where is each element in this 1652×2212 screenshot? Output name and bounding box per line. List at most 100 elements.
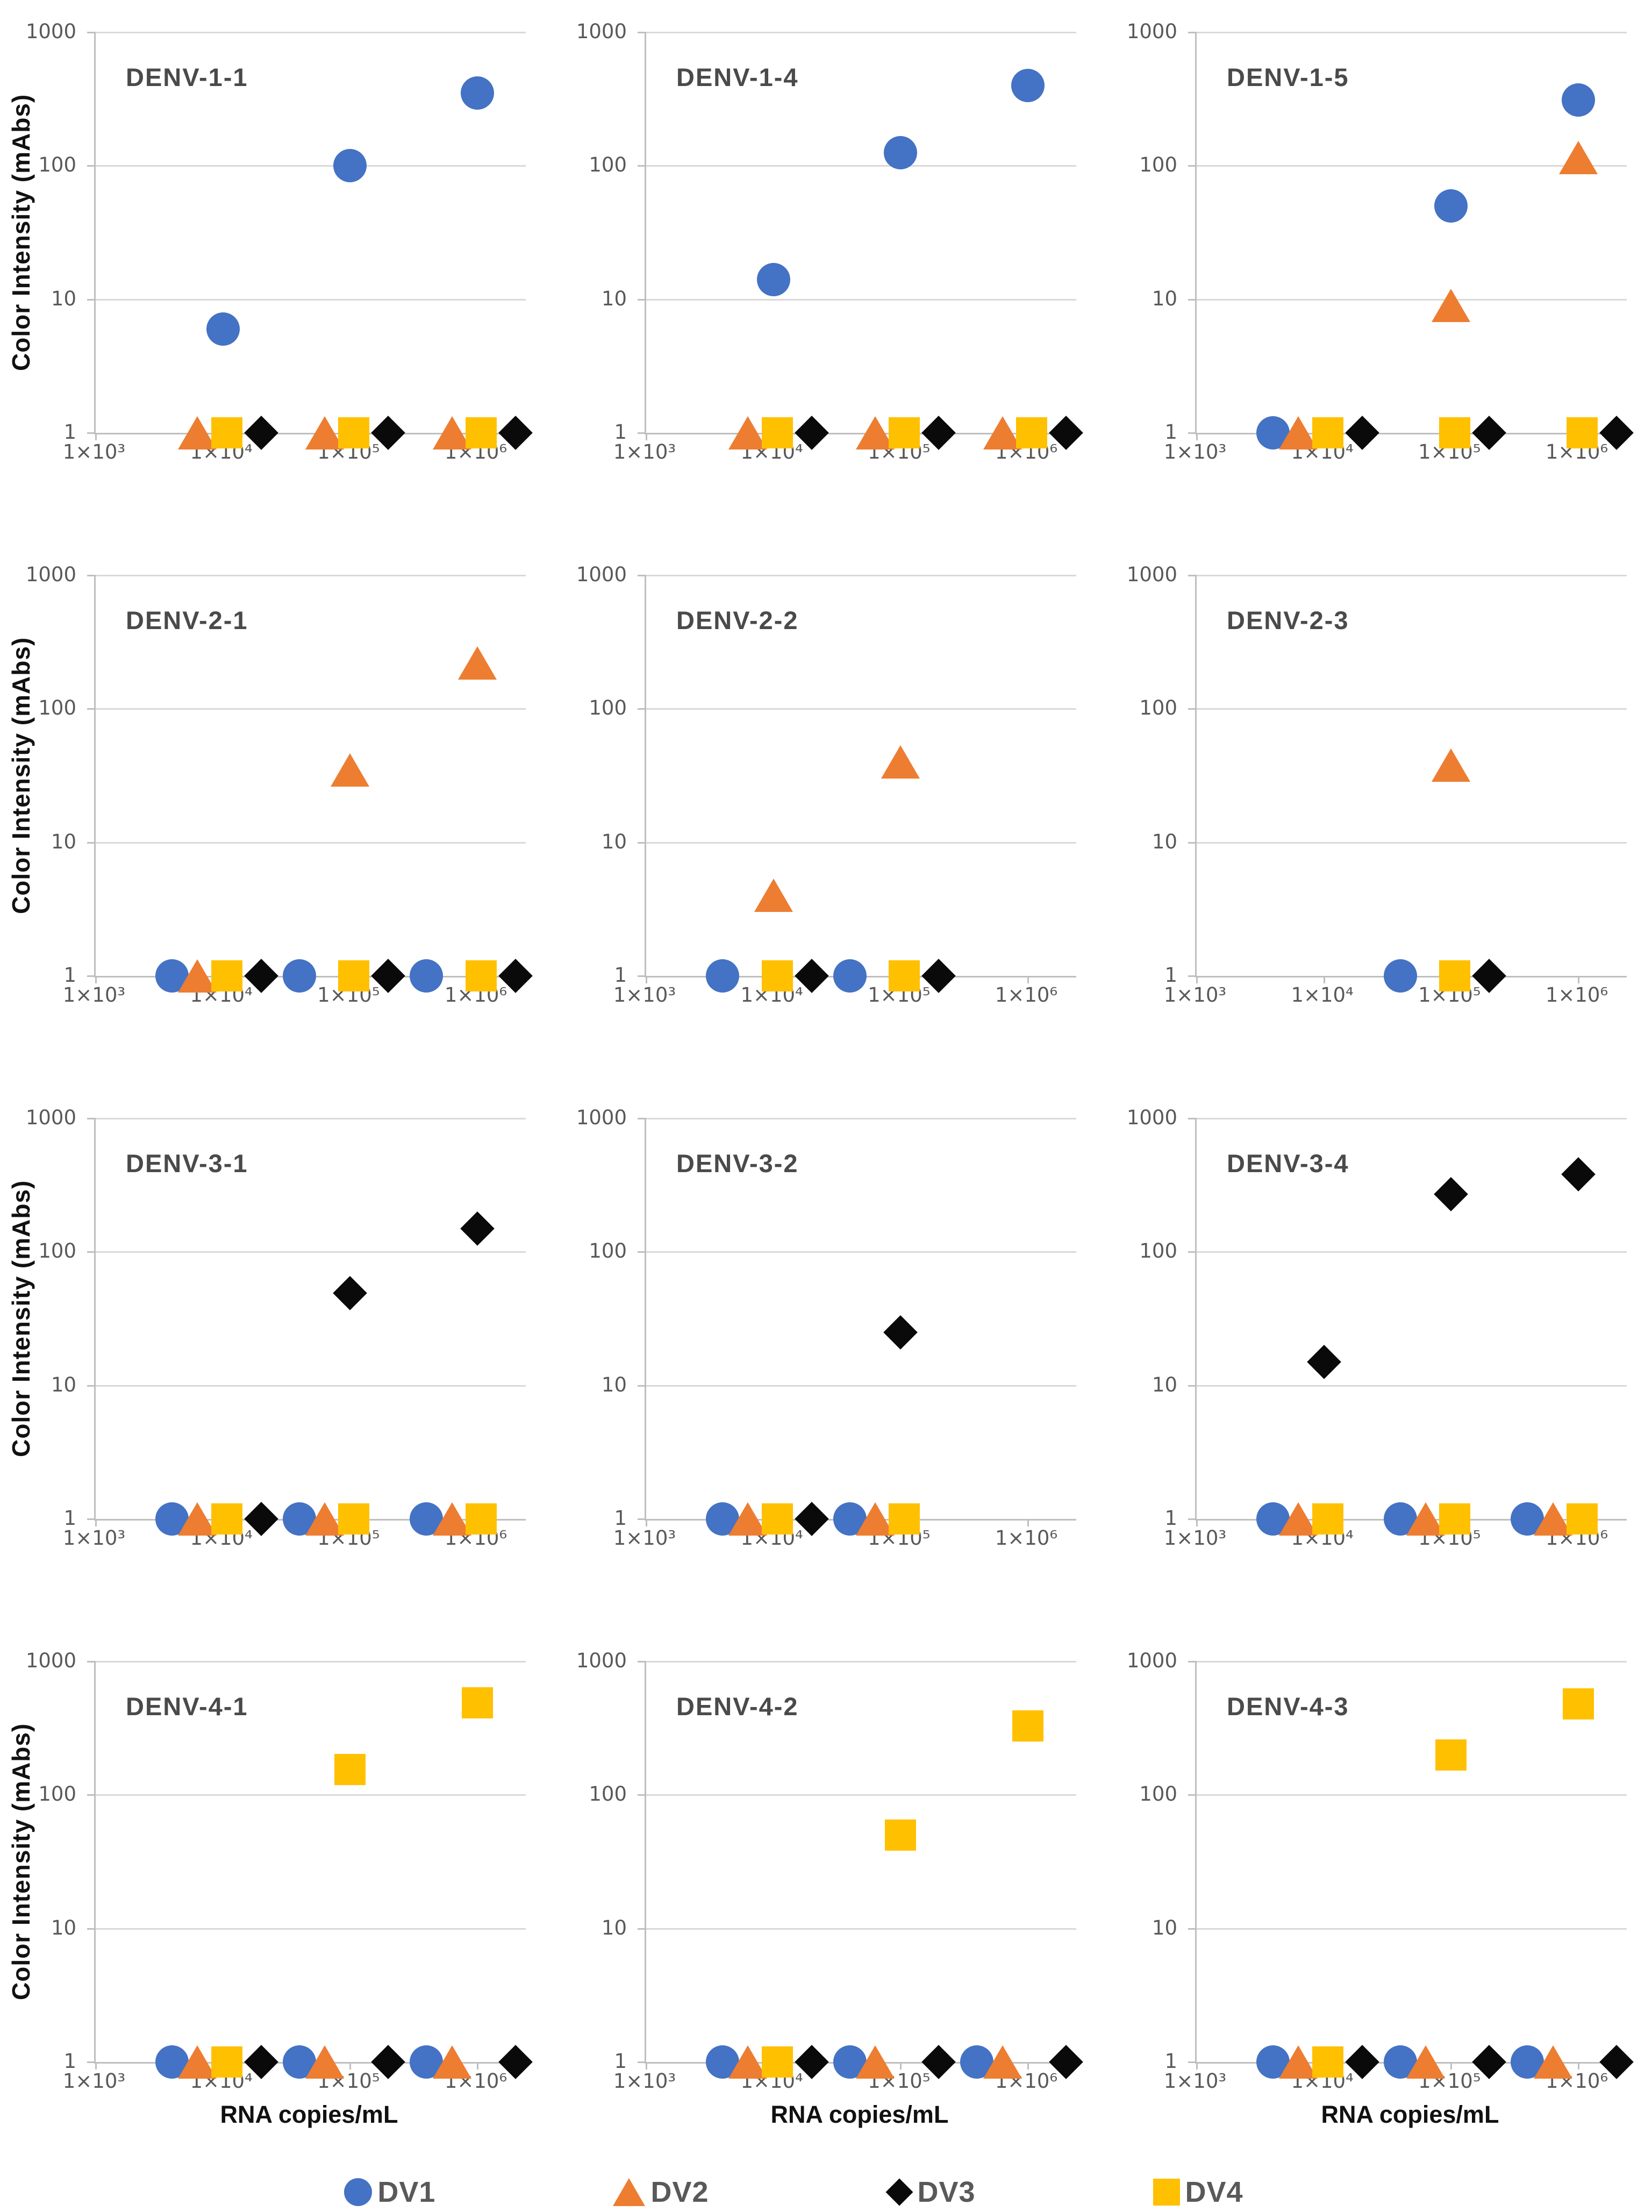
- y-tick-mark: [87, 165, 96, 167]
- gridline: [1197, 298, 1627, 301]
- y-tick-label: 1000: [1126, 20, 1177, 43]
- y-tick-label: 100: [38, 1782, 76, 1806]
- y-tick-mark: [87, 575, 96, 576]
- subplot-denv-3-2: 1000 100 10 1 DENV-3-2 1×10³ 1×10⁴ 1×10⁵ 1×10⁶: [550, 1086, 1101, 1629]
- marker-DV2-triangle: [728, 2045, 768, 2079]
- y-tick-label: 1000: [576, 1649, 627, 1672]
- plot-title: DENV-1-5: [1227, 62, 1349, 91]
- gridline: [96, 298, 526, 301]
- y-tick-mark: [638, 975, 646, 977]
- y-tick-label: 1000: [25, 1649, 76, 1672]
- y-tick-label: 1: [614, 420, 627, 444]
- y-tick-label: 1000: [25, 20, 76, 43]
- y-tick-mark: [1188, 575, 1197, 576]
- marker-DV4-square: [1563, 1688, 1594, 1720]
- y-tick-labels: 1000 100 10 1: [1101, 1649, 1185, 2073]
- marker-DV1-circle: [706, 959, 739, 993]
- y-tick-mark: [638, 1385, 646, 1387]
- gridline: [1197, 32, 1627, 33]
- x-tick-label: 1×10³: [1163, 983, 1227, 1007]
- gridline: [646, 1251, 1076, 1253]
- gridline: [1197, 841, 1627, 844]
- gridline: [646, 841, 1076, 844]
- gridline: [96, 1661, 526, 1662]
- x-tick-mark: [95, 976, 97, 983]
- gridline: [96, 1251, 526, 1253]
- marker-DV4-square: [338, 417, 370, 448]
- marker-DV2-triangle: [1279, 2045, 1318, 2079]
- y-tick-mark: [1188, 1251, 1197, 1253]
- x-tick-mark: [1578, 976, 1580, 983]
- marker-DV4-square: [462, 1687, 494, 1718]
- plot-box: DENV-2-2: [638, 575, 1076, 993]
- y-tick-labels: 1000 100 10 1: [0, 1649, 84, 2073]
- plot-box: DENV-4-2: [638, 1661, 1083, 2079]
- marker-DV3-diamond: [333, 1276, 368, 1311]
- y-tick-label: 10: [1152, 287, 1177, 310]
- y-tick-mark: [87, 1794, 96, 1796]
- marker-DV2-triangle: [983, 416, 1022, 449]
- marker-DV2-triangle: [754, 879, 793, 912]
- y-tick-label: 1: [1164, 2050, 1177, 2073]
- marker-DV2-triangle: [178, 1502, 217, 1536]
- x-tick-label: 1×10⁶: [995, 1526, 1058, 1550]
- y-tick-labels: 1000 100 10 1: [0, 563, 84, 987]
- y-tick-label: 1: [614, 1507, 627, 1530]
- x-tick-label: 1×10³: [1163, 1526, 1227, 1550]
- plot-area: 1000 100 10 1 DENV-4-3 1×10³ 1×10⁴ 1×10⁵ 1×10⁶: [1101, 1629, 1652, 2172]
- marker-DV4-square: [889, 1503, 920, 1535]
- y-tick-mark: [1188, 165, 1197, 167]
- plot-area: 1000 100 10 1 DENV-2-3 1×10³ 1×10⁴ 1×10⁵ 1×10⁶: [1101, 543, 1652, 1086]
- y-tick-label: 10: [51, 1373, 76, 1396]
- x-tick-mark: [1027, 2062, 1029, 2070]
- marker-DV4-square: [761, 2046, 793, 2078]
- gridline: [1197, 1385, 1627, 1387]
- triangle-icon: [613, 2178, 646, 2206]
- y-tick-labels: 1000 100 10 1: [1101, 20, 1185, 444]
- y-tick-label: 1000: [1126, 563, 1177, 586]
- marker-DV4-square: [1312, 417, 1343, 448]
- y-tick-mark: [1188, 1794, 1197, 1796]
- marker-DV4-square: [211, 1503, 242, 1535]
- marker-DV4-square: [1567, 417, 1598, 448]
- y-tick-mark: [638, 298, 646, 301]
- marker-DV2-triangle: [305, 416, 345, 449]
- y-tick-mark: [87, 975, 96, 977]
- marker-DV1-circle: [756, 263, 790, 297]
- marker-DV2-triangle: [178, 959, 217, 993]
- marker-DV4-square: [466, 960, 497, 991]
- marker-DV4-square: [338, 960, 370, 991]
- x-tick-mark: [646, 433, 647, 440]
- y-tick-mark: [638, 1118, 646, 1119]
- marker-DV3-diamond: [460, 1211, 495, 1246]
- y-tick-labels: 1000 100 10 1: [0, 1106, 84, 1530]
- y-tick-label: 100: [1139, 1239, 1177, 1263]
- y-tick-mark: [1188, 1661, 1197, 1662]
- marker-DV4-square: [1312, 2046, 1343, 2078]
- y-tick-label: 1: [614, 964, 627, 987]
- y-tick-label: 1: [1164, 964, 1177, 987]
- y-tick-label: 10: [601, 287, 627, 310]
- plot-area: 1000 100 10 1 DENV-2-2 1×10³ 1×10⁴ 1×10⁵ 1×10⁶: [550, 543, 1101, 1086]
- subplot-denv-1-1: Color Intensity (mAbs) 1000 100 10 1 DENV-1-…: [0, 0, 550, 543]
- marker-DV1-circle: [410, 959, 444, 993]
- y-tick-label: 100: [1139, 696, 1177, 720]
- y-tick-mark: [87, 2061, 96, 2063]
- marker-DV2-triangle: [728, 1502, 768, 1536]
- plot-box: DENV-4-1: [87, 1661, 533, 2079]
- y-tick-label: 10: [51, 287, 76, 310]
- legend-item-DV4: DV4: [1153, 2175, 1243, 2209]
- gridline: [96, 708, 526, 710]
- plot-title: DENV-3-4: [1227, 1148, 1349, 1178]
- gridline: [646, 1385, 1076, 1387]
- y-tick-mark: [638, 1661, 646, 1662]
- x-tick-label: 1×10⁶: [1545, 983, 1608, 1007]
- y-tick-label: 100: [38, 696, 76, 720]
- y-tick-label: 1: [614, 2050, 627, 2073]
- y-tick-mark: [638, 2061, 646, 2063]
- y-tick-mark: [1188, 1518, 1197, 1520]
- gridline: [646, 298, 1076, 301]
- legend-label: DV3: [917, 2176, 976, 2208]
- y-tick-mark: [87, 1251, 96, 1253]
